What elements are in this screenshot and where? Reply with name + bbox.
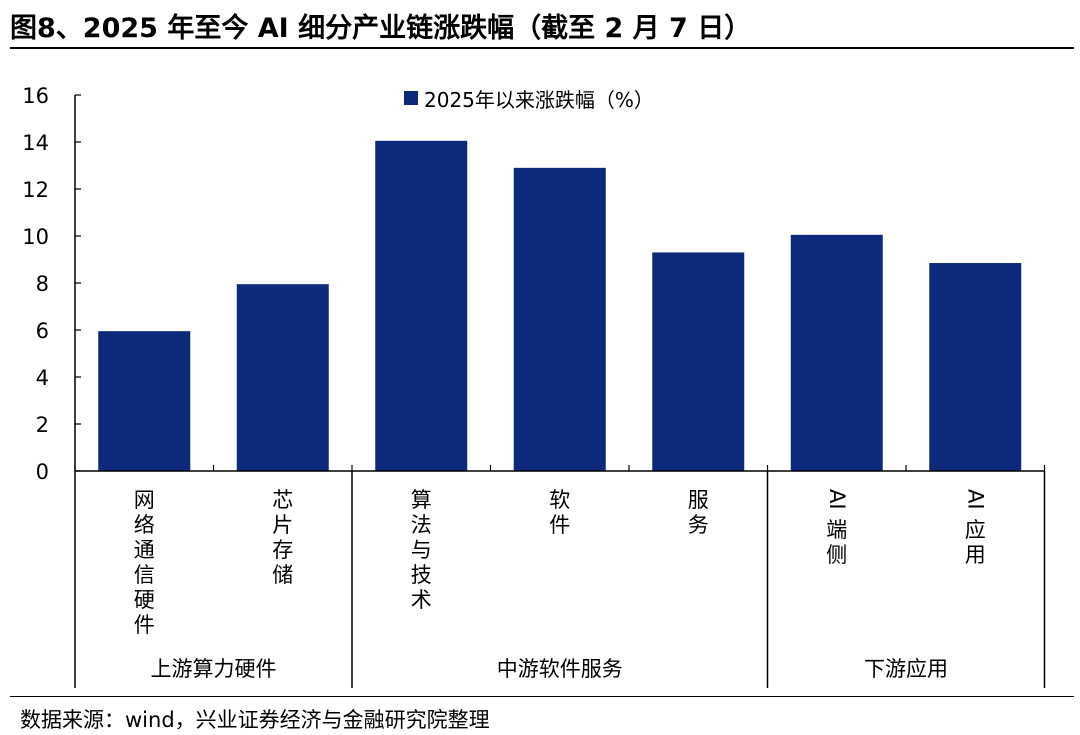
x-axis: 网络通信硬件 芯片存储 算法与技术 软件 服务端侧 AI 应用 AI 上游算力硬件 中游软件服务 下…	[74, 465, 1046, 688]
category-label: 芯片存储	[272, 488, 293, 587]
bar-series	[98, 140, 1022, 471]
legend: 2025年以来涨跌幅（%）	[404, 88, 654, 112]
bar-7	[929, 263, 1022, 471]
y-tick-label: 6	[36, 319, 49, 343]
y-tick-label: 8	[36, 272, 49, 296]
category-label-ai-part: AI	[825, 489, 849, 510]
bar-6	[790, 234, 883, 471]
y-axis: 0 2 4 6 8 10 12 14 16	[22, 84, 81, 484]
y-tick-label: 14	[22, 131, 49, 155]
y-tick-label: 2	[36, 413, 49, 437]
category-label: 软件	[549, 488, 570, 537]
group-label: 上游算力硬件	[151, 657, 277, 681]
bar-1	[98, 331, 191, 471]
category-label: 算法与技术	[411, 488, 432, 612]
group-label: 中游软件服务	[497, 657, 623, 681]
y-tick-label: 16	[22, 84, 49, 108]
title-rule	[10, 47, 1074, 49]
legend-label: 2025年以来涨跌幅（%）	[424, 88, 654, 112]
category-label: 应用	[965, 518, 986, 567]
figure-title: 图8、2025 年至今 AI 细分产业链涨跌幅（截至 2 月 7 日）	[10, 13, 752, 44]
category-label: 服务	[688, 488, 709, 537]
bar-3	[375, 140, 468, 471]
bar-2	[236, 284, 329, 471]
category-label: 网络通信硬件	[134, 488, 155, 637]
legend-swatch	[404, 91, 418, 105]
source-rule	[10, 696, 1074, 697]
y-tick-label: 12	[22, 178, 49, 202]
y-tick-label: 0	[36, 460, 49, 484]
bar-5	[652, 252, 745, 471]
bar-4	[513, 167, 606, 471]
category-label-ai-part: AI	[963, 489, 987, 510]
group-label: 下游应用	[864, 657, 948, 681]
y-tick-label: 10	[22, 225, 49, 249]
category-label: 端侧	[826, 518, 847, 567]
y-tick-label: 4	[36, 366, 49, 390]
source-note: 数据来源：wind，兴业证券经济与金融研究院整理	[20, 708, 490, 732]
